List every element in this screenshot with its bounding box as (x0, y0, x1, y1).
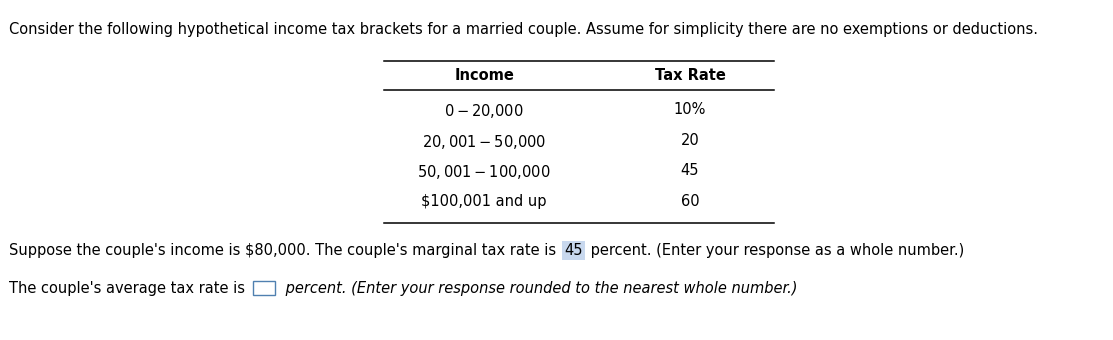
Text: Tax Rate: Tax Rate (654, 68, 726, 83)
Text: $100,001 and up: $100,001 and up (422, 194, 546, 209)
Text: Income: Income (454, 68, 514, 83)
Text: $20,001-$50,000: $20,001-$50,000 (422, 133, 546, 151)
Text: $0-$20,000: $0-$20,000 (444, 102, 524, 120)
Text: The couple's average tax rate is: The couple's average tax rate is (9, 280, 249, 295)
Text: 10%: 10% (673, 102, 707, 117)
Text: percent. (Enter your response as a whole number.): percent. (Enter your response as a whole… (585, 243, 964, 258)
Text: 60: 60 (681, 194, 699, 209)
Text: Consider the following hypothetical income tax brackets for a married couple. As: Consider the following hypothetical inco… (9, 22, 1038, 37)
Text: percent. (Enter your response rounded to the nearest whole number.): percent. (Enter your response rounded to… (280, 280, 797, 295)
Text: Suppose the couple's income is $80,000. The couple's marginal tax rate is: Suppose the couple's income is $80,000. … (9, 243, 561, 258)
Text: 45: 45 (564, 243, 582, 258)
Text: 20: 20 (681, 133, 699, 148)
Text: $50,001-$100,000: $50,001-$100,000 (417, 163, 551, 181)
Text: 45: 45 (681, 163, 699, 178)
